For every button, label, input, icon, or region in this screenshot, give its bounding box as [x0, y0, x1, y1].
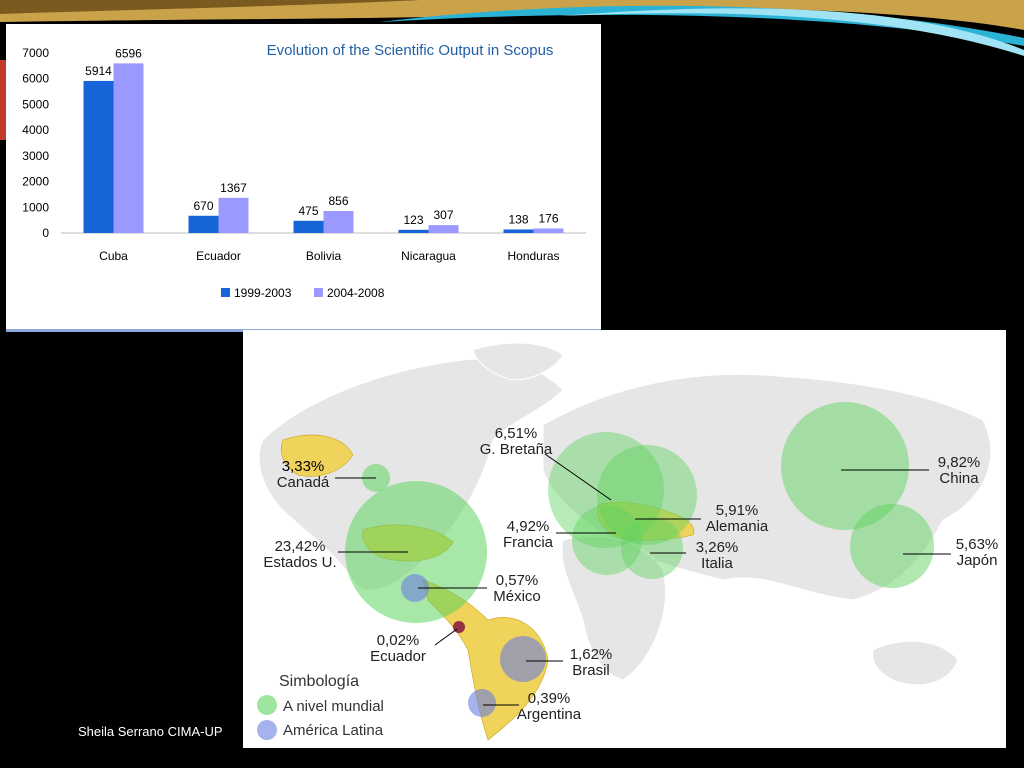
bar-value-label: 670: [193, 199, 213, 213]
y-tick-label: 7000: [22, 46, 49, 60]
map-label-pct: 5,63%: [956, 536, 999, 553]
map-label-pct: 3,33%: [282, 458, 325, 475]
map-label-pct: 5,91%: [716, 502, 759, 519]
bubble-francia: [572, 505, 642, 575]
latin-america-shape: [422, 579, 549, 741]
map-legend: Simbología A nivel mundial América Latin…: [257, 673, 384, 740]
bubble-mexico: [401, 574, 429, 602]
europe-shape: [597, 501, 695, 541]
map-label-country: Argentina: [517, 706, 582, 723]
bar-ecuador-1999-2003: [188, 215, 219, 233]
bubble-argentina: [468, 689, 496, 717]
y-tick-label: 3000: [22, 149, 49, 163]
map-label-pct: 0,39%: [528, 690, 571, 707]
bubble-alemania: [597, 445, 697, 545]
map-bubbles: [345, 402, 934, 717]
y-tick-label: 0: [42, 226, 49, 240]
chart-title: Evolution of the Scientific Output in Sc…: [267, 42, 554, 59]
bar-nicaragua-1999-2003: [398, 229, 429, 233]
map-label-pct: 6,51%: [495, 425, 538, 442]
world-map: 3,33%Canadá 23,42%Estados U. 0,57%México 0,…: [257, 342, 998, 741]
legend-label: 2004-2008: [327, 286, 385, 300]
x-category-label: Nicaragua: [401, 249, 456, 263]
bar-honduras-2004-2008: [533, 228, 564, 233]
y-axis-ticks: 0 1000 2000 3000 4000 5000 6000 7000: [22, 46, 49, 240]
bar-honduras-1999-2003: [503, 229, 534, 233]
legend-swatch: [221, 288, 230, 297]
y-tick-label: 4000: [22, 123, 49, 137]
legend-label: 1999-2003: [234, 286, 292, 300]
bar-bolivia-1999-2003: [293, 220, 324, 233]
map-label-pct: 3,26%: [696, 539, 739, 556]
map-label-country: México: [493, 588, 541, 605]
scopus-chart-panel: Evolution of the Scientific Output in Sc…: [6, 24, 601, 332]
footer-author: Sheila Serrano CIMA-UP: [78, 724, 223, 739]
map-label-country: Italia: [701, 555, 733, 572]
left-red-accent: [0, 60, 6, 140]
map-label-pct: 4,92%: [507, 518, 550, 535]
bar-value-label: 1367: [220, 181, 247, 195]
bar-value-label: 123: [403, 213, 423, 227]
legend-world-label: A nivel mundial: [283, 698, 384, 715]
map-labels: 3,33%Canadá 23,42%Estados U. 0,57%México 0,…: [263, 425, 998, 723]
legend-latam-swatch: [257, 720, 277, 740]
bubble-japon: [850, 504, 934, 588]
x-category-label: Bolivia: [306, 249, 342, 263]
x-axis-labels: Cuba Ecuador Bolivia Nicaragua Honduras: [99, 249, 559, 263]
bar-ecuador-2004-2008: [218, 197, 249, 233]
map-label-country: China: [939, 470, 979, 487]
bar-bolivia-2004-2008: [323, 210, 354, 233]
map-label-country: G. Bretaña: [480, 441, 553, 458]
bar-value-label: 6596: [115, 46, 142, 60]
legend-world-swatch: [257, 695, 277, 715]
bar-value-label: 176: [538, 211, 558, 225]
bar-value-label: 5914: [85, 64, 112, 78]
x-category-label: Ecuador: [196, 249, 241, 263]
map-label-pct: 1,62%: [570, 646, 613, 663]
x-category-label: Cuba: [99, 249, 128, 263]
bubble-italia: [621, 517, 683, 579]
y-tick-label: 1000: [22, 200, 49, 214]
header-swoosh-decoration: [0, 0, 1024, 56]
bubble-brasil: [500, 636, 546, 682]
map-label-pct: 9,82%: [938, 454, 981, 471]
x-category-label: Honduras: [507, 249, 559, 263]
bar-value-label: 307: [433, 208, 453, 222]
map-label-country: Japón: [957, 552, 998, 569]
map-label-pct: 0,02%: [377, 632, 420, 649]
y-tick-label: 6000: [22, 72, 49, 86]
bar-cuba-1999-2003: [83, 80, 114, 233]
map-label-country: Estados U.: [263, 554, 336, 571]
bubble-china: [781, 402, 909, 530]
legend-latam-label: América Latina: [283, 722, 384, 739]
y-tick-label: 5000: [22, 97, 49, 111]
bar-nicaragua-2004-2008: [428, 225, 459, 233]
bar-value-label: 138: [508, 212, 528, 226]
bar-value-label: 475: [298, 204, 318, 218]
canada-shape: [280, 434, 354, 477]
legend-swatch: [314, 288, 323, 297]
map-label-country: Ecuador: [370, 648, 426, 665]
chart-legend: 1999-2003 2004-2008: [221, 286, 385, 300]
map-label-pct: 23,42%: [275, 538, 326, 555]
map-legend-title: Simbología: [279, 673, 359, 690]
map-label-country: Canadá: [277, 474, 330, 491]
world-map-panel: 3,33% Canadá 23,42% Estados U. 0,57% México 0,…: [243, 330, 1006, 748]
bar-value-label: 856: [328, 194, 348, 208]
y-tick-label: 2000: [22, 175, 49, 189]
map-leader-lines: [335, 453, 951, 706]
map-label-country: Brasil: [572, 662, 610, 679]
scopus-bar-chart: Evolution of the Scientific Output in Sc…: [22, 42, 586, 300]
bar-cuba-2004-2008: [113, 63, 144, 233]
map-label-country: Alemania: [706, 518, 769, 535]
map-label-country: Francia: [503, 534, 554, 551]
map-label-pct: 0,57%: [496, 572, 539, 589]
